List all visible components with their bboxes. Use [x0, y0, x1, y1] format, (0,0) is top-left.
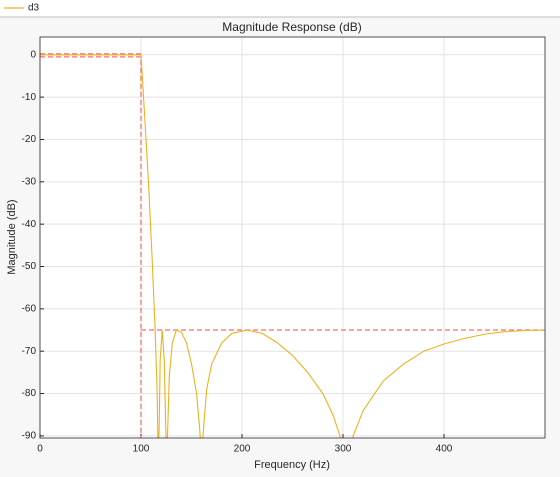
axes-box: [39, 36, 546, 439]
y-tick-label: -90: [22, 431, 37, 442]
y-tick-label: -80: [22, 388, 37, 399]
x-tick-label: 0: [37, 444, 43, 455]
x-axis-label: Frequency (Hz): [254, 459, 330, 471]
chart-title: Magnitude Response (dB): [222, 20, 361, 34]
legend-bar: [0, 0, 560, 17]
y-tick-label: -20: [22, 134, 37, 145]
plot-area: [40, 37, 545, 438]
x-tick-label: 200: [234, 444, 251, 455]
y-axis-label: Magnitude (dB): [6, 199, 18, 274]
plot-lines: [40, 53, 545, 438]
y-tick-label: -10: [22, 92, 37, 103]
legend-label: d3: [28, 3, 40, 14]
y-tick-label: -60: [22, 303, 37, 314]
response-line: [40, 54, 545, 438]
x-tick-label: 100: [133, 444, 150, 455]
y-tick-label: -30: [22, 176, 37, 187]
x-tick-label: 400: [436, 444, 453, 455]
y-tick-label: -50: [22, 261, 37, 272]
x-tick-label: 300: [335, 444, 352, 455]
y-tick-label: 0: [30, 49, 36, 60]
y-tick-label: -40: [22, 219, 37, 230]
y-tick-label: -70: [22, 346, 37, 357]
